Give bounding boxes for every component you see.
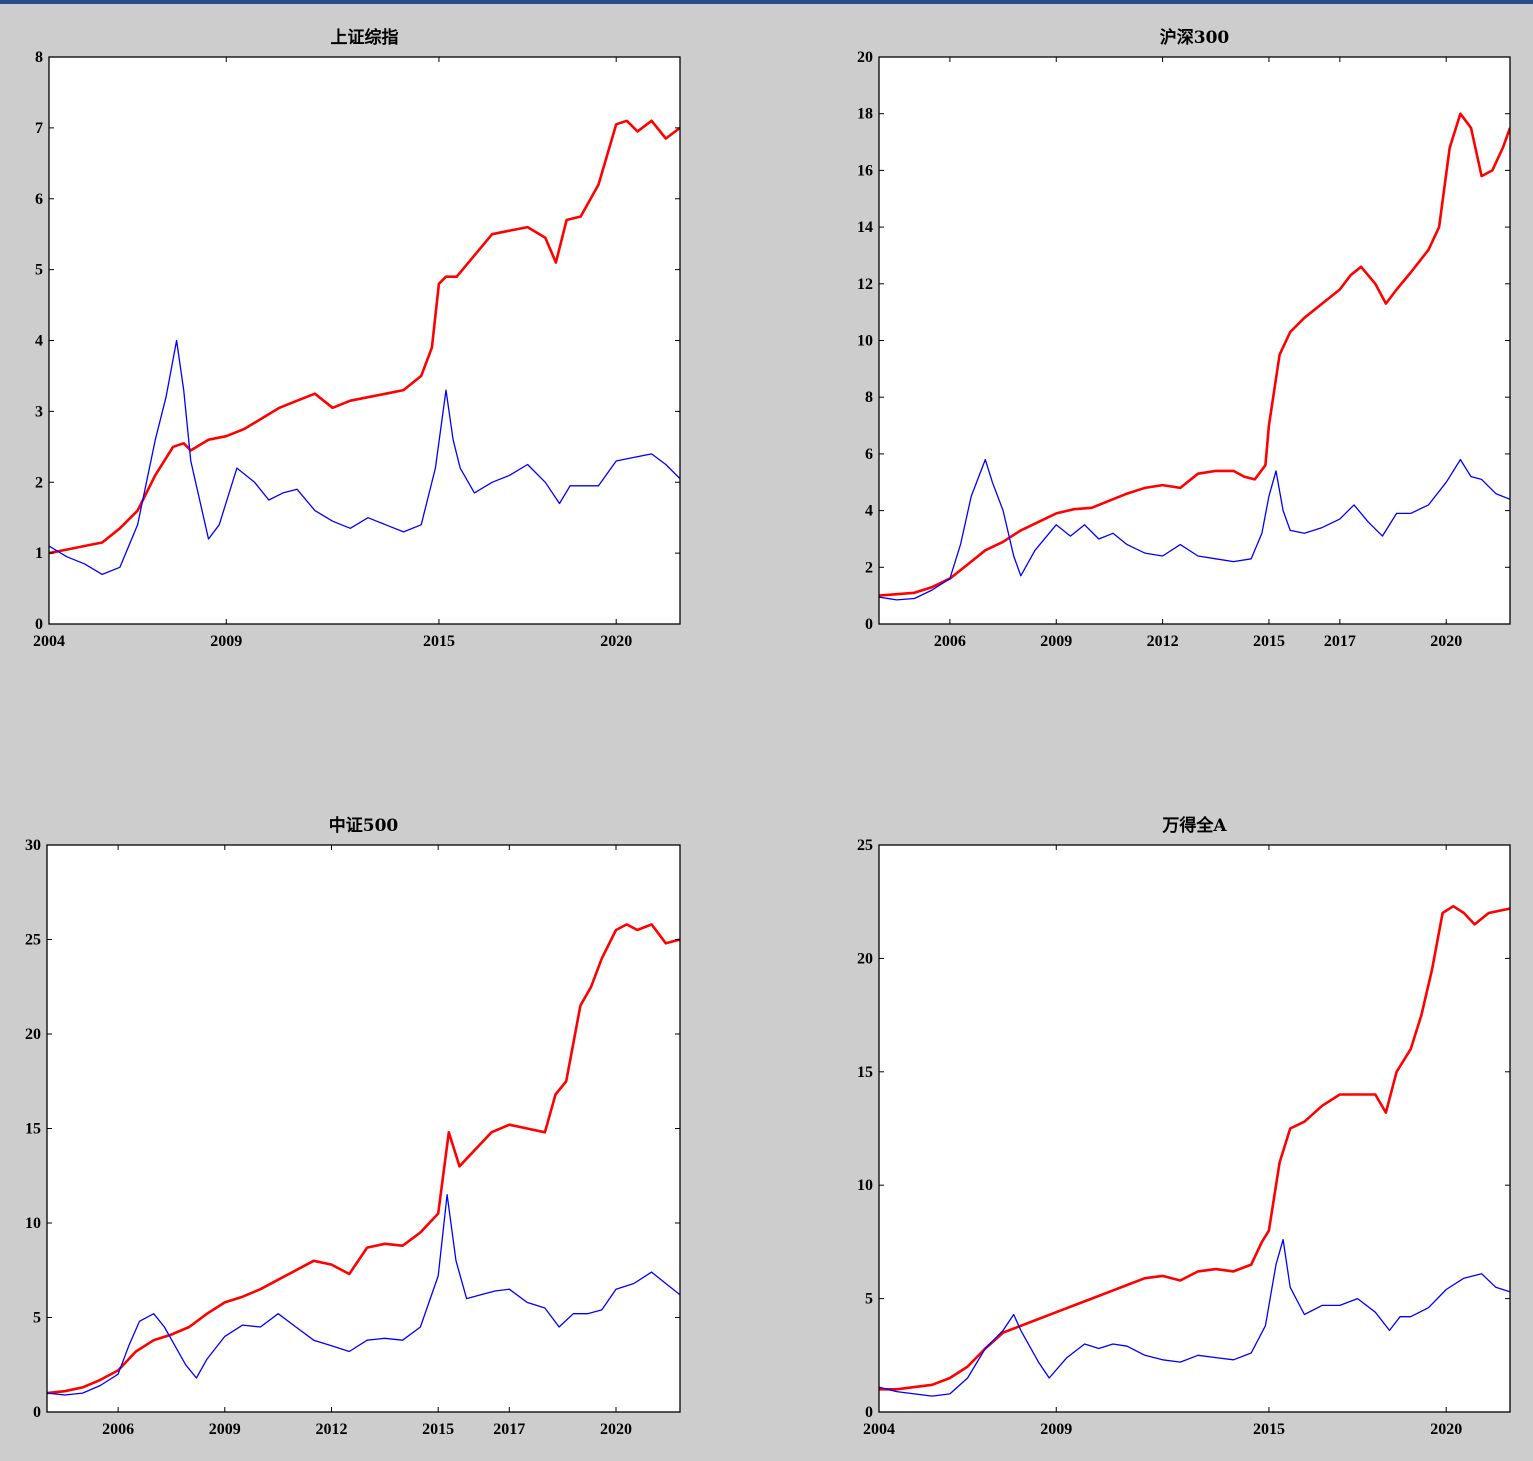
x-tick-label: 2004 — [863, 1421, 895, 1438]
x-tick-label: 2009 — [210, 633, 242, 650]
series-line-blue — [879, 458, 1510, 601]
series-line-blue — [47, 1194, 680, 1396]
y-tick-label: 2 — [35, 474, 43, 491]
y-tick-label: 20 — [857, 49, 873, 66]
y-tick-label: 8 — [865, 389, 873, 406]
y-tick-label: 18 — [857, 106, 873, 123]
chart-title: 上证综指 — [331, 27, 399, 48]
y-tick-label: 4 — [35, 333, 43, 350]
y-tick-label: 25 — [25, 932, 41, 949]
y-tick-label: 0 — [865, 616, 873, 633]
chart-panel: 沪深300 0 2 4 6 8 10 12 14 16 18 20 2006 2009 2012 2015 20… — [857, 27, 1511, 650]
x-tick-label: 2020 — [600, 633, 632, 650]
plot-area — [47, 845, 680, 1412]
y-tick-label: 10 — [857, 333, 873, 350]
y-tick-label: 12 — [857, 276, 873, 293]
y-tick-label: 5 — [865, 1291, 873, 1308]
y-tick-label: 20 — [857, 950, 873, 967]
y-tick-label: 7 — [35, 120, 43, 137]
plot-frame — [878, 844, 1511, 1413]
x-tick-label: 2009 — [1040, 1421, 1072, 1438]
y-tick-label: 14 — [857, 219, 873, 236]
plot-area — [49, 57, 680, 624]
x-tick-label: 2015 — [1253, 633, 1285, 650]
x-tick-label: 2012 — [315, 1421, 347, 1438]
y-tick-label: 2 — [865, 559, 873, 576]
chart-title: 万得全A — [1161, 815, 1227, 836]
x-tick-label: 2012 — [1147, 633, 1179, 650]
chart-title: 沪深300 — [1160, 27, 1230, 48]
y-tick-label: 0 — [35, 616, 43, 633]
x-tick-label: 2017 — [493, 1421, 525, 1438]
x-tick-label: 2009 — [209, 1421, 241, 1438]
series-line-red — [879, 904, 1510, 1391]
x-tick-label: 2015 — [1253, 1421, 1285, 1438]
y-tick-label: 8 — [35, 49, 43, 66]
chart-panel: 万得全A 0 5 10 15 20 25 2004 2009 2015 2020 — [857, 815, 1511, 1438]
y-tick-label: 25 — [857, 837, 873, 854]
y-tick-label: 5 — [35, 262, 43, 279]
chart-panel: 中证500 0 5 10 15 20 25 30 2006 2009 2012 2015 2017 202… — [25, 815, 681, 1438]
y-tick-label: 10 — [25, 1215, 41, 1232]
y-tick-label: 15 — [25, 1121, 41, 1138]
chart-title: 中证500 — [329, 815, 399, 836]
y-tick-label: 0 — [865, 1404, 873, 1421]
series-line-blue — [49, 339, 680, 576]
y-tick-label: 6 — [35, 191, 43, 208]
series-line-red — [49, 119, 680, 555]
plot-area — [879, 57, 1510, 624]
x-tick-label: 2006 — [102, 1421, 134, 1438]
y-tick-label: 3 — [35, 403, 43, 420]
y-tick-label: 15 — [857, 1064, 873, 1081]
x-tick-label: 2006 — [934, 633, 966, 650]
x-tick-label: 2020 — [600, 1421, 632, 1438]
y-tick-label: 0 — [33, 1404, 41, 1421]
y-tick-label: 10 — [857, 1177, 873, 1194]
y-tick-label: 6 — [865, 446, 873, 463]
top-rule — [0, 0, 1533, 4]
chart-panel: 上证综指 0 1 2 3 4 5 6 7 8 2004 2009 2015 2020 — [33, 27, 681, 650]
y-tick-label: 30 — [25, 837, 41, 854]
y-tick-label: 1 — [35, 545, 43, 562]
plot-area — [879, 845, 1510, 1412]
y-tick-label: 20 — [25, 1026, 41, 1043]
x-tick-label: 2004 — [33, 633, 65, 650]
y-tick-label: 16 — [857, 162, 873, 179]
y-tick-label: 4 — [865, 503, 873, 520]
x-tick-label: 2020 — [1430, 633, 1462, 650]
series-line-blue — [879, 1238, 1510, 1397]
x-tick-label: 2015 — [423, 633, 455, 650]
x-tick-label: 2015 — [422, 1421, 454, 1438]
y-tick-label: 5 — [33, 1310, 41, 1327]
x-tick-label: 2020 — [1430, 1421, 1462, 1438]
x-tick-label: 2017 — [1324, 633, 1356, 650]
x-tick-label: 2009 — [1040, 633, 1072, 650]
series-line-red — [47, 923, 680, 1395]
